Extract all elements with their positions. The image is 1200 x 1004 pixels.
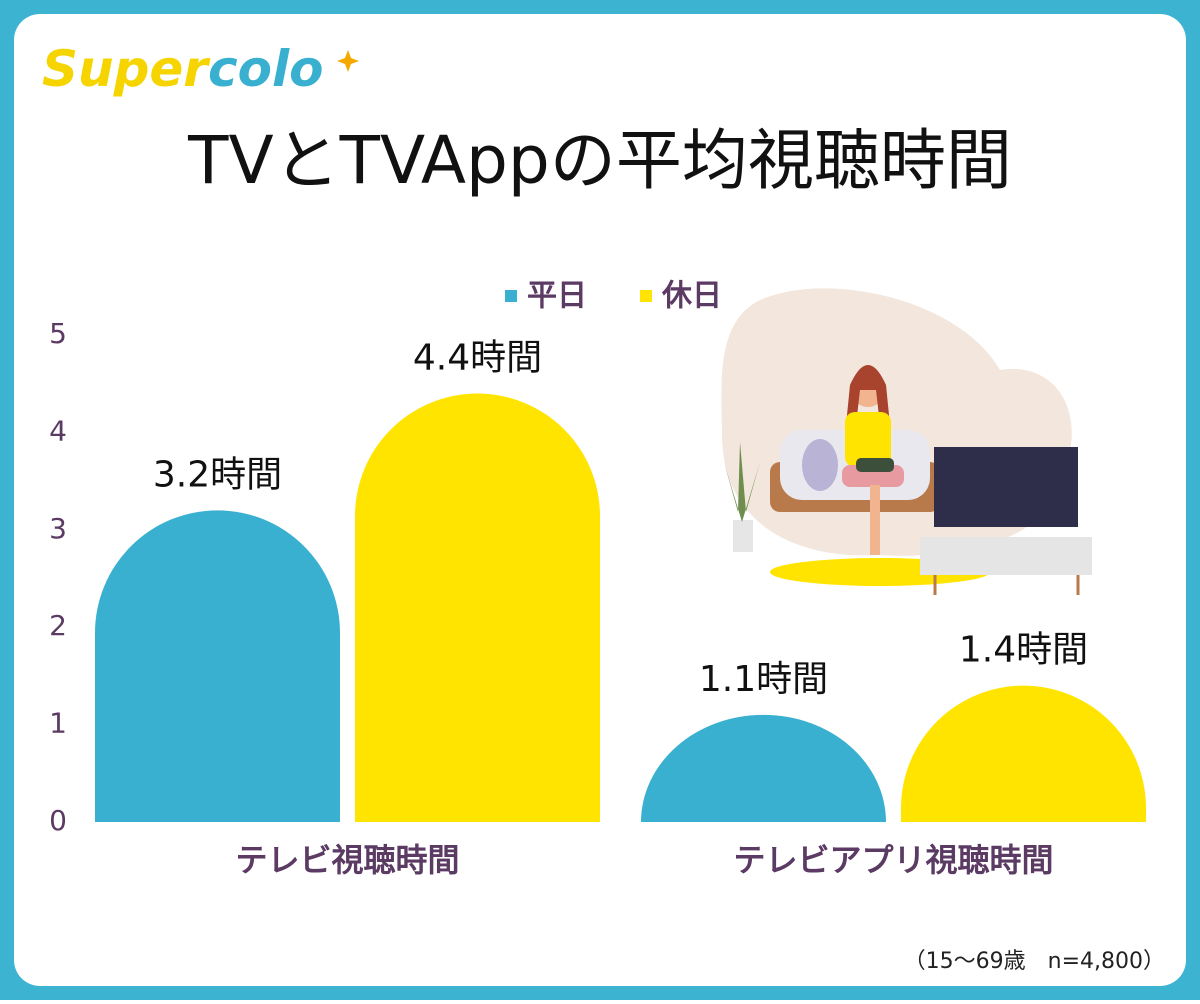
value-label: 1.4時間 xyxy=(959,630,1088,671)
value-label: 3.2時間 xyxy=(153,454,282,495)
x-tick-label: テレビ視聴時間 xyxy=(235,841,459,879)
y-tick-label: 4 xyxy=(49,414,67,447)
y-tick-label: 5 xyxy=(49,317,67,350)
sparkle xyxy=(337,50,359,72)
illustration xyxy=(721,288,1092,595)
bar xyxy=(901,685,1146,822)
value-label: 1.1時間 xyxy=(699,659,828,700)
y-tick-label: 0 xyxy=(49,804,67,837)
brand-part: Super xyxy=(42,40,211,98)
legend-label: 休日 xyxy=(661,279,722,314)
bar xyxy=(95,510,340,822)
x-tick-label: テレビアプリ視聴時間 xyxy=(733,841,1053,879)
legend-swatch xyxy=(505,290,517,302)
chart-title: TVとTVAppの平均視聴時間 xyxy=(187,122,1012,199)
brand-part: colo xyxy=(208,40,323,98)
value-label: 4.4時間 xyxy=(413,337,542,378)
legend-label: 平日 xyxy=(527,279,587,314)
y-tick-label: 3 xyxy=(49,512,67,545)
y-tick-label: 2 xyxy=(49,609,67,642)
y-tick-label: 1 xyxy=(49,707,67,740)
brand-logo: Supercolo xyxy=(42,40,323,98)
note: （15〜69歳 n=4,800） xyxy=(904,949,1165,974)
bar xyxy=(641,714,886,822)
legend-swatch xyxy=(640,290,652,302)
bar xyxy=(355,393,600,822)
